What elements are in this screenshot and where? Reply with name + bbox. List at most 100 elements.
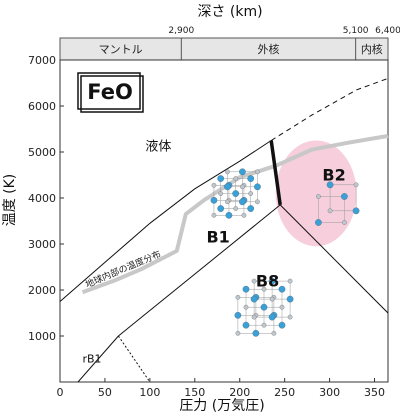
b8-label: B8 — [256, 271, 279, 290]
b8-b2-boundary — [279, 204, 389, 314]
top-axis-title: 深さ (km) — [197, 4, 262, 20]
b2-label: B2 — [322, 166, 345, 185]
depth-tick-label: 2,900 — [168, 26, 194, 36]
crystal-atom — [254, 183, 261, 191]
crystal-atom — [224, 183, 231, 191]
highlight-ellipse — [275, 140, 357, 247]
y-tick-label: 2000 — [28, 284, 56, 297]
y-tick-label: 3000 — [28, 238, 56, 251]
b1-b2-liquid-boundary — [269, 140, 282, 206]
depth-tick-label: 5,100 — [343, 26, 369, 36]
liquid-label: 液体 — [145, 140, 171, 155]
plot-frame — [59, 59, 389, 383]
crystal-atom — [341, 193, 348, 200]
crystal-atom — [316, 194, 321, 199]
phase-boundaries — [59, 77, 389, 383]
b2-crystal — [315, 181, 360, 226]
crystal-atom — [269, 296, 275, 302]
crystal-atom — [326, 181, 334, 189]
x-tick-label: 200 — [229, 386, 250, 399]
crystal-atom — [211, 182, 217, 188]
crystal-atom — [278, 285, 286, 293]
crystal-atom — [248, 191, 254, 196]
region-label: マントル — [99, 43, 143, 56]
crystal-atom — [234, 311, 242, 319]
crystal-atom — [251, 278, 257, 284]
y-tick-label: 5000 — [28, 146, 56, 159]
crystal-atom — [217, 205, 225, 212]
b1-label: B1 — [206, 228, 229, 247]
rb1-boundary — [117, 335, 151, 383]
crystal-atom — [225, 169, 230, 175]
crystal-atom — [352, 207, 360, 215]
crystal-atom — [243, 304, 249, 310]
crystal-atom — [271, 330, 277, 336]
crystal-atom — [287, 278, 293, 284]
x-axis-title: 圧力 (万気圧) — [179, 398, 264, 414]
melting-curve-extrapolated — [270, 77, 389, 141]
y-tick-label: 4000 — [28, 192, 56, 205]
x-tick-label: 50 — [98, 386, 112, 399]
rb1-label: rB1 — [82, 353, 101, 366]
crystal-atom — [241, 212, 247, 218]
x-tick-label: 100 — [139, 386, 160, 399]
axis-ticks: 0 50 100 150 200 250 300 350 1000 2000 3000 4000 500… — [28, 54, 385, 399]
crystal-atom — [210, 196, 218, 204]
crystal-atom — [251, 314, 257, 320]
crystal-atom — [225, 211, 233, 219]
crystal-atom — [250, 295, 258, 303]
y-tick-label: 6000 — [28, 100, 56, 113]
crystal-atom — [255, 199, 260, 205]
x-tick-label: 250 — [274, 386, 295, 399]
crystal-atom — [247, 205, 255, 212]
crystal-atom — [235, 330, 241, 336]
region-label: 外核 — [257, 42, 279, 56]
crystal-atom — [232, 190, 240, 197]
y-tick-label: 1000 — [28, 330, 56, 343]
geotherm-curve — [81, 133, 389, 295]
crystal-atom — [268, 277, 276, 285]
crystal-atom — [233, 176, 239, 181]
crystal-atom — [327, 208, 333, 214]
crystal-atom — [268, 313, 276, 321]
crystal-atom — [218, 191, 224, 196]
crystal-atom — [225, 199, 230, 205]
melting-curve — [59, 140, 272, 302]
crystal-atom — [353, 182, 359, 188]
x-tick-label: 0 — [57, 386, 64, 399]
title-box: FeO — [77, 72, 144, 113]
crystal-atom — [242, 285, 250, 293]
crystal-atom — [255, 169, 260, 175]
b8-crystal — [234, 277, 294, 337]
crystal-atom — [260, 303, 268, 311]
geotherm-label: 地球内部の温度分布 — [83, 248, 162, 291]
crystal-atom — [211, 212, 217, 218]
x-tick-label: 150 — [184, 386, 205, 399]
crystal-atom — [278, 321, 286, 329]
crystal-atom — [279, 304, 285, 310]
lower-boundary — [77, 335, 119, 383]
depth-tick-label: 6,400 — [375, 26, 400, 36]
b1-b8-boundary — [118, 204, 281, 337]
crystal-atom — [287, 314, 293, 320]
crystal-atom — [235, 294, 241, 300]
crystal-atom — [239, 198, 246, 206]
y-tick-label: 7000 — [28, 54, 56, 67]
chart-title: FeO — [87, 80, 133, 104]
crystal-atom — [233, 206, 239, 211]
x-tick-label: 350 — [364, 386, 385, 399]
crystal-atom — [315, 219, 322, 226]
crystal-atom — [242, 321, 250, 329]
b1-crystal — [210, 168, 261, 219]
crystal-atom — [240, 184, 245, 190]
plot-area — [59, 59, 389, 383]
x-tick-label: 300 — [319, 386, 340, 399]
crystal-atom — [239, 168, 246, 176]
crystal-atom — [286, 295, 294, 303]
depth-band: マントル 外核 内核 2,900 5,100 6,400 — [59, 26, 400, 61]
crystal-atom — [342, 220, 347, 225]
crystal-atom — [261, 322, 267, 328]
crystal-atom — [247, 175, 255, 182]
crystal-atom — [217, 175, 225, 182]
